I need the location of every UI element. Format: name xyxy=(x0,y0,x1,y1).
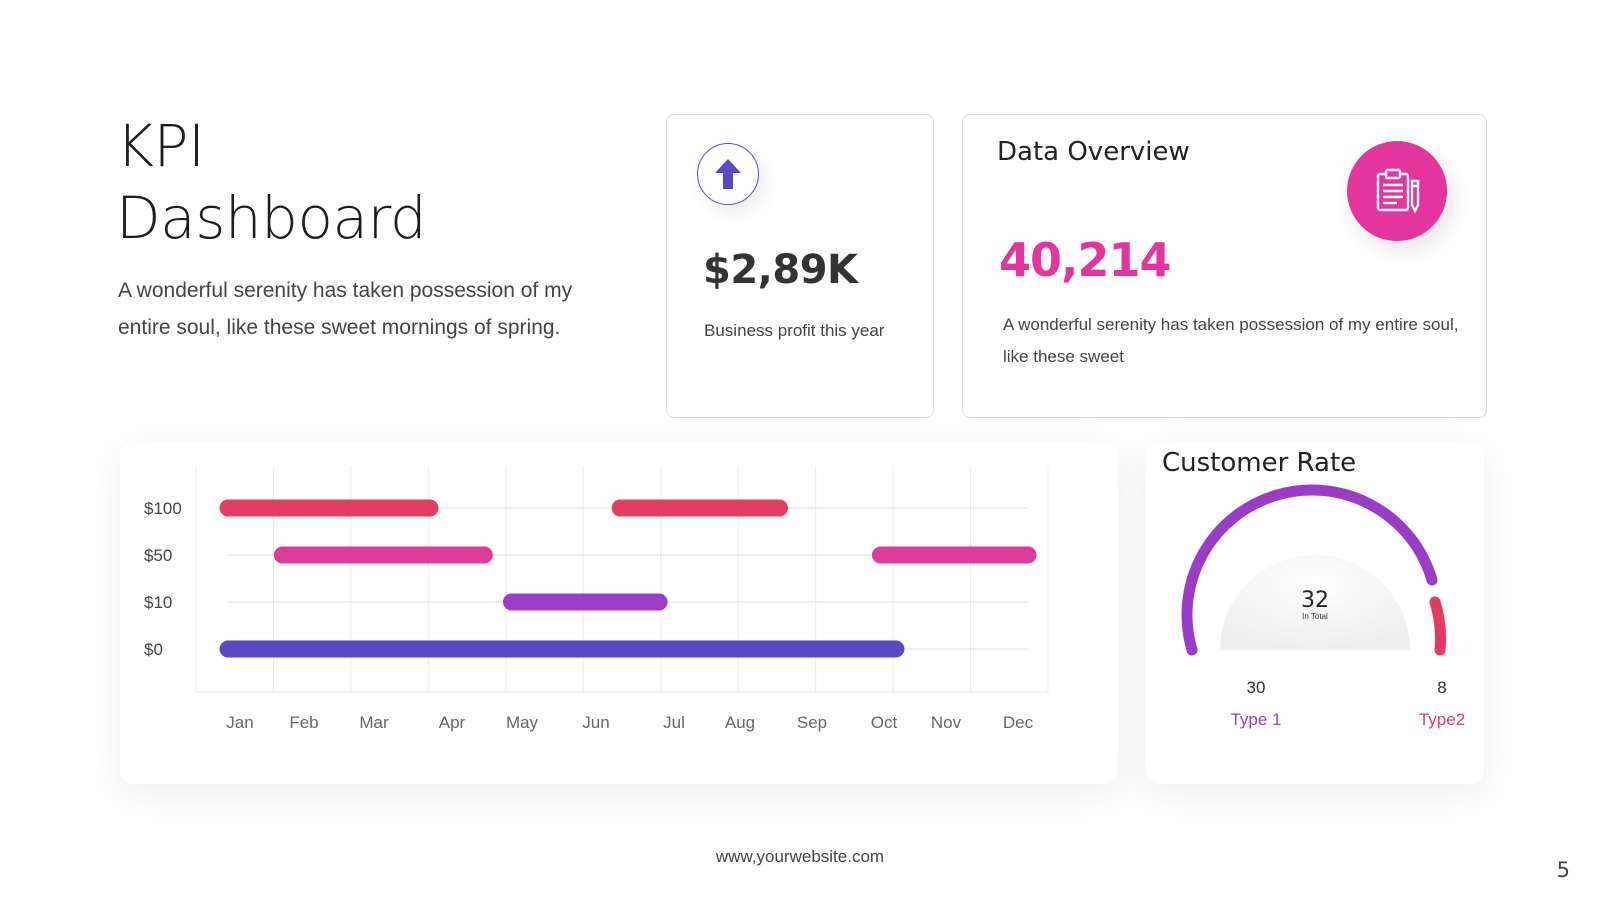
overview-value: 40,214 xyxy=(999,233,1172,287)
customer-rate-title: Customer Rate xyxy=(1162,448,1357,478)
gauge-arc-type2 xyxy=(1429,596,1446,656)
profit-value: $2,89K xyxy=(703,247,858,293)
x-tick-label: Apr xyxy=(439,713,466,732)
intro-text: A wonderful serenity has taken possessio… xyxy=(118,279,573,339)
gantt-chart: $100 $50 $10 $0 Jan Feb Mar Apr May Jun Jul Aug Sep O… xyxy=(144,466,1049,732)
x-tick-label: Aug xyxy=(725,713,755,732)
gauge-center: 32 In Total xyxy=(1265,588,1365,622)
gauge-inner xyxy=(1220,555,1410,650)
gauge-total: 32 xyxy=(1301,588,1329,613)
y-tick-label: $0 xyxy=(144,640,163,659)
page-title: KPI Dashboard xyxy=(116,110,427,254)
type2-value: 8 xyxy=(1437,678,1447,697)
clipboard-icon xyxy=(1347,141,1447,241)
type1-label: Type 1 xyxy=(1230,710,1282,729)
chart-panel: $100 $50 $10 $0 Jan Feb Mar Apr May Jun Jul Aug Sep O… xyxy=(120,442,1118,784)
x-tick-label: Nov xyxy=(931,713,962,732)
y-tick-label: $100 xyxy=(144,499,182,518)
y-tick-label: $50 xyxy=(144,546,172,565)
x-tick-label: Jul xyxy=(663,713,685,732)
title-line-2: Dashboard xyxy=(116,184,427,252)
x-tick-label: Sep xyxy=(797,713,827,732)
website-url: www,yourwebsite.com xyxy=(715,847,885,866)
type2-label: Type2 xyxy=(1418,710,1466,729)
x-tick-label: Oct xyxy=(871,713,898,732)
title-line-1: KPI xyxy=(116,112,205,180)
x-tick-label: Feb xyxy=(289,713,318,732)
profit-label: Business profit this year xyxy=(704,321,885,340)
overview-description: A wonderful serenity has taken possessio… xyxy=(1003,315,1459,366)
type1-value: 30 xyxy=(1246,678,1266,697)
page-number: 5 xyxy=(1556,858,1570,882)
x-tick-label: Jan xyxy=(226,713,253,732)
customer-rate-panel: Customer Rate 32 In Total 30 8 Type 1 Ty… xyxy=(1146,442,1484,784)
x-tick-label: Dec xyxy=(1003,713,1034,732)
arrow-up-icon xyxy=(697,143,759,205)
x-tick-label: Jun xyxy=(582,713,609,732)
x-tick-label: May xyxy=(506,713,539,732)
gauge-chart xyxy=(1181,484,1446,656)
profit-card: $2,89K Business profit this year xyxy=(666,114,934,418)
y-tick-label: $10 xyxy=(144,593,172,612)
x-tick-label: Mar xyxy=(359,713,389,732)
gauge-arc-type1 xyxy=(1181,484,1438,656)
data-overview-card: Data Overview 40,214 A wonderful serenit… xyxy=(962,114,1487,418)
overview-title: Data Overview xyxy=(997,137,1190,167)
gauge-total-label: In Total xyxy=(1302,612,1328,621)
